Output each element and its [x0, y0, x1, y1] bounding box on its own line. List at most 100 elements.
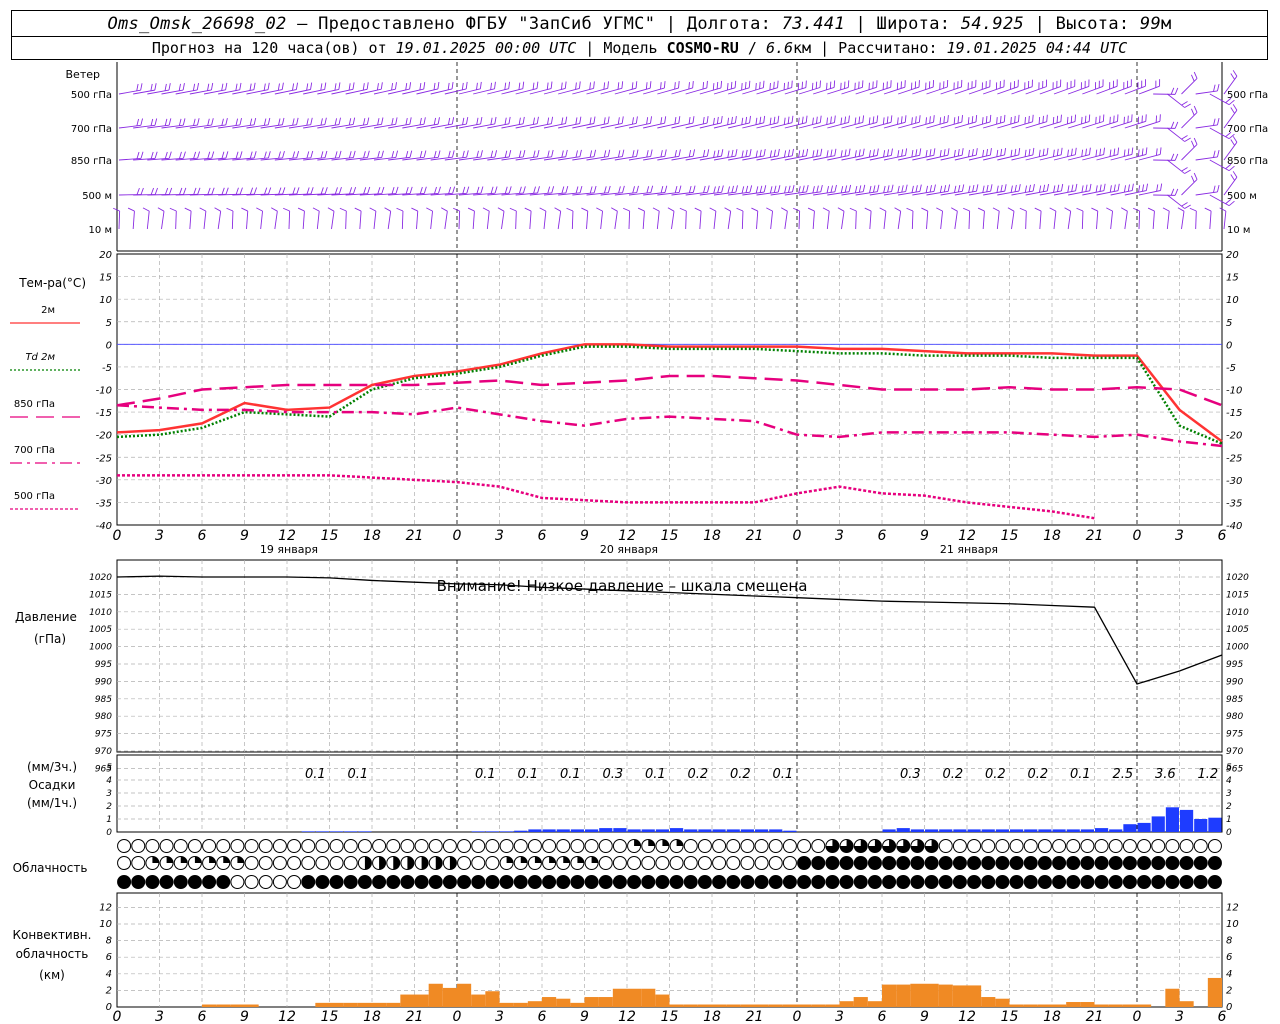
wind-barb-feather — [819, 115, 822, 123]
wind-barb-feather — [882, 117, 885, 125]
temp-y-tick-right: -30 — [1226, 476, 1242, 487]
wind-barb-feather — [235, 83, 238, 91]
wind-barb-feather — [1232, 104, 1238, 111]
wind-barb-feather — [494, 150, 498, 158]
convective-x-tick: 21 — [1086, 1009, 1104, 1024]
wind-barb-feather — [939, 117, 942, 125]
convective-y-tick-left: 8 — [106, 936, 112, 947]
wind-barb-feather — [1230, 73, 1235, 80]
wind-barb-feather — [551, 186, 555, 194]
precip-bar — [500, 831, 514, 832]
cloud-cover-fill — [237, 856, 244, 863]
precip-bar — [896, 828, 910, 832]
wind-barb-feather — [1004, 148, 1007, 156]
cloud-cover-icon — [981, 856, 996, 870]
cloud-cover-icon — [967, 856, 982, 870]
cloud-cover-icon — [768, 875, 783, 889]
wind-barb-feather — [1038, 185, 1042, 193]
wind-barb-feather — [178, 118, 182, 126]
precip-y-tick-left: 1 — [106, 815, 112, 825]
wind-barb-feather — [929, 116, 931, 124]
wind-barb — [444, 211, 448, 230]
cloud-cover-icon — [216, 839, 231, 853]
wind-barb-feather — [447, 82, 450, 90]
temp-x-tick: 21 — [746, 528, 764, 544]
wind-barb-feather — [1032, 184, 1035, 192]
wind-barb-feather — [532, 82, 535, 90]
cloud-cover-icon — [131, 839, 146, 853]
wind-barb-feather — [1190, 140, 1195, 148]
wind-barb — [1124, 211, 1128, 230]
cloud-cover-icon — [315, 839, 330, 853]
wind-barb — [685, 210, 687, 230]
wind-barb-feather — [943, 149, 946, 157]
convective-y-tick-right: 12 — [1226, 902, 1239, 913]
wind-barb-feather — [1190, 74, 1195, 82]
wind-barb-feather — [862, 184, 866, 192]
wind-barb-feather — [320, 118, 323, 126]
wind-barb-feather — [1123, 185, 1127, 193]
cloud-cover-icon — [287, 875, 302, 889]
wind-barb-feather — [249, 83, 252, 91]
wind-barb-feather — [773, 116, 776, 124]
wind-barb-feather — [1028, 148, 1031, 156]
wind-barb-feather — [296, 117, 299, 125]
wind-barb-feather — [207, 83, 210, 91]
wind-barb-feather — [766, 207, 773, 212]
precip-bar — [726, 829, 740, 832]
wind-barb-feather — [1133, 207, 1140, 212]
wind-barb-feather — [1217, 185, 1220, 193]
convective-y-tick-right: 4 — [1226, 969, 1232, 980]
wind-barb-feather — [611, 207, 618, 212]
wind-barb-feather — [136, 118, 140, 126]
wind-barb-feather — [858, 149, 861, 157]
wind-barb-feather — [788, 185, 791, 193]
wind-barb-feather — [660, 150, 663, 158]
temp-x-tick: 0 — [113, 528, 122, 544]
wind-barb-feather — [618, 150, 621, 158]
temp-y-tick-left: 20 — [99, 250, 112, 261]
cloud-cover-icon — [1009, 856, 1024, 870]
precip-bar — [1208, 817, 1222, 832]
wind-barb-feather — [854, 150, 857, 158]
cloud-cover-icon — [952, 875, 967, 889]
cloud-cover-icon — [457, 839, 472, 853]
cloud-cover-icon — [357, 875, 372, 889]
wind-barb-feather — [221, 187, 225, 195]
wind-barb-feather — [797, 82, 800, 90]
wind-barb-feather — [381, 186, 385, 194]
convective-bar — [1165, 988, 1180, 1007]
wind-barb — [217, 211, 222, 230]
wind-barb-feather — [1056, 148, 1059, 156]
cloud-cover-fill — [634, 839, 641, 846]
cloud-cover-icon — [697, 856, 712, 870]
convective-bar — [641, 988, 656, 1007]
cloud-title: Облачность — [13, 861, 88, 875]
cloud-cover-icon — [131, 856, 146, 870]
wind-barb-feather — [490, 117, 493, 125]
wind-barb-feather — [748, 80, 751, 88]
precip-y-tick-right: 0 — [1226, 828, 1232, 838]
convective-x-tick: 12 — [618, 1009, 636, 1024]
wind-barb-feather — [954, 185, 957, 193]
cloud-cover-icon — [995, 875, 1010, 889]
precip-bar — [542, 829, 556, 832]
wind-barb-feather — [537, 186, 540, 194]
cloud-cover-icon — [173, 875, 188, 889]
wind-barb-feather — [1010, 185, 1013, 193]
wind-barb-feather — [589, 186, 593, 194]
wind-barb-feather — [1085, 184, 1088, 192]
convective-bar — [1108, 1004, 1123, 1007]
wind-barb-feather — [844, 149, 847, 157]
precip-bar — [1010, 829, 1024, 832]
wind-barb — [1152, 211, 1155, 230]
temp-x-tick: 6 — [878, 528, 887, 544]
cloud-icons-group — [117, 839, 1222, 889]
wind-barb-feather — [716, 116, 719, 124]
alt-value: 99 — [1139, 14, 1161, 34]
convective-ylabel: (км) — [39, 968, 65, 982]
wind-barb-feather — [806, 185, 809, 193]
precip-bar — [1151, 816, 1165, 832]
cloud-cover-icon — [1165, 856, 1180, 870]
wind-barb-feather — [660, 186, 664, 194]
